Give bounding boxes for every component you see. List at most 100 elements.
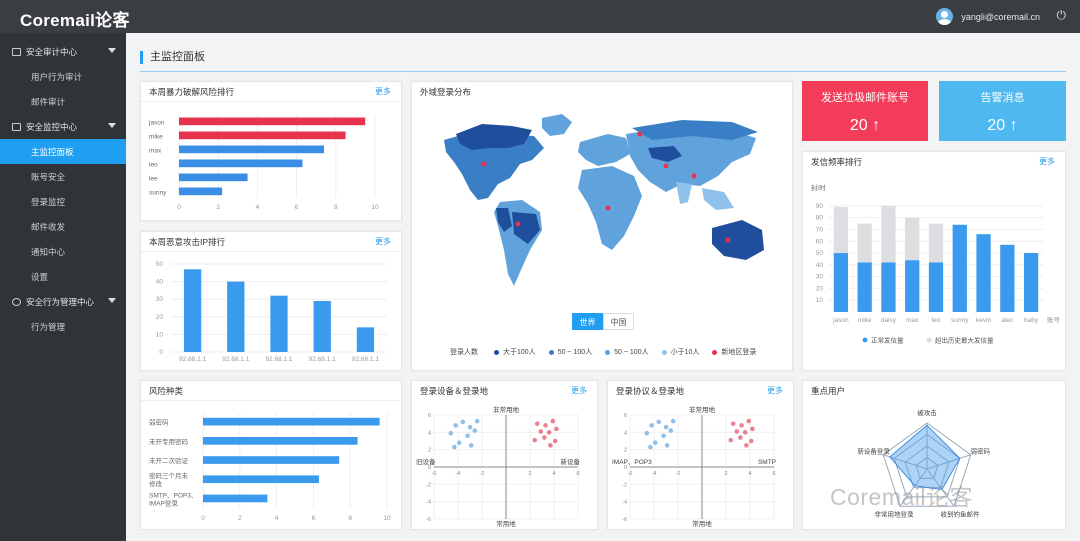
scatter-point: [548, 443, 553, 448]
avatar[interactable]: [936, 8, 954, 25]
tick-label: 10: [156, 331, 164, 338]
tick-label: 20: [156, 314, 164, 321]
sidebar-group-monitor[interactable]: 安全监控中心: [0, 114, 126, 139]
map-region-brazil: [512, 212, 540, 244]
tick-label: 20: [816, 285, 824, 292]
tab-china[interactable]: 中国: [603, 313, 634, 330]
power-icon[interactable]: ⏻: [1056, 8, 1067, 22]
bar: [179, 187, 223, 196]
sidebar-group-behavior-management[interactable]: 安全行为管理中心: [0, 289, 126, 314]
more-link[interactable]: 更多: [767, 386, 783, 395]
sidebar: 安全审计中心 用户行为审计 邮件审计 安全监控中心 主监控面板 账号安全 登录监…: [0, 33, 126, 541]
scatter-point: [661, 433, 666, 439]
radar-ring: [882, 422, 972, 507]
scatter-point: [550, 418, 556, 424]
brute-force-card: 本周暴力破解风险排行 更多 0 2 4 6 8 10 jason mike max leo lee su…: [140, 81, 402, 221]
tick-label: -6: [432, 471, 437, 477]
scatter-point: [734, 429, 740, 434]
tick-label: -2: [426, 482, 431, 488]
new-login-marker: [481, 161, 487, 167]
legend-label: 新地区登录: [721, 349, 757, 356]
user-menu[interactable]: yangli@coremail.cn: [936, 8, 1040, 25]
gear-icon: [12, 297, 21, 306]
tick-label: 6: [312, 515, 316, 522]
world-map[interactable]: [412, 104, 792, 314]
device-location-card: 登录设备＆登录地 更多 -6 -4 -2 0 2 4 6 -6 -4 -2 2 4 6 非常用地 常用地 旧设备…: [411, 380, 598, 530]
category-label: alec: [1001, 317, 1014, 324]
more-link[interactable]: 更多: [375, 237, 391, 246]
sidebar-item-main-dashboard[interactable]: 主监控面板: [0, 139, 126, 164]
chevron-down-icon[interactable]: [108, 123, 116, 128]
category-label: sunny: [951, 317, 969, 324]
scatter-point: [472, 428, 478, 433]
axis-label-left: IMAP、POP3: [612, 459, 652, 466]
tab-world[interactable]: 世界: [572, 313, 603, 330]
tick-label: 4: [624, 430, 627, 436]
tick-label: -2: [676, 471, 681, 477]
card-title: 风险种类: [149, 386, 184, 396]
bar: [833, 253, 849, 312]
sidebar-item-mail-traffic[interactable]: 邮件收发: [31, 221, 66, 232]
legend-dot: [712, 349, 718, 355]
category-label: 92.68.1.1: [179, 356, 206, 363]
tick-label: 30: [156, 296, 164, 303]
sidebar-item-behavior-management[interactable]: 行为管理: [31, 321, 66, 332]
tick-label: 8: [348, 515, 352, 522]
bar: [881, 262, 896, 312]
category-label: lee: [149, 175, 158, 182]
bar: [203, 437, 358, 445]
sidebar-item-notification-center[interactable]: 通知中心: [31, 246, 66, 257]
stat-value: 20 ↑: [849, 117, 881, 134]
category-label: 92.68.1.1: [222, 356, 249, 363]
world-map-card: 外域登录分布 世界 中国: [411, 81, 793, 371]
map-legend: 登录人数 大于100人 50 ~ 100人 50 ~ 100人 小于10人 新地…: [450, 347, 769, 357]
bar: [857, 262, 872, 312]
spam-accounts-card[interactable]: 发送垃圾邮件账号 20 ↑: [802, 81, 928, 141]
category-label: 92.68.1.1: [309, 356, 336, 363]
tick-label: 10: [371, 204, 379, 211]
tick-label: -2: [480, 471, 485, 477]
sidebar-item-settings[interactable]: 设置: [31, 271, 49, 282]
tick-label: 0: [624, 465, 627, 471]
scatter-point: [744, 443, 749, 448]
bar: [203, 475, 319, 484]
tick-label: 50: [816, 250, 824, 257]
user-email[interactable]: yangli@coremail.cn: [961, 11, 1040, 22]
tick-label: 4: [552, 471, 555, 477]
map-region-russia: [632, 120, 758, 140]
axis-label-bottom: 常用地: [692, 519, 712, 528]
sidebar-item-login-monitor[interactable]: 登录监控: [31, 196, 66, 207]
more-link[interactable]: 更多: [571, 386, 587, 395]
sidebar-item-account-security[interactable]: 账号安全: [31, 171, 66, 182]
category-label: 修改: [149, 479, 163, 488]
map-region-australia: [712, 220, 764, 260]
more-link[interactable]: 更多: [375, 87, 391, 96]
radar-spoke: [899, 468, 928, 507]
category-label: max: [906, 317, 919, 324]
sidebar-group-audit[interactable]: 安全审计中心: [0, 39, 126, 64]
category-label: IMAP登录: [149, 498, 178, 507]
category-label: mike: [858, 317, 872, 324]
alert-messages-card[interactable]: 告警消息 20 ↑: [939, 81, 1066, 141]
new-login-marker: [663, 163, 669, 169]
app-logo[interactable]: Coremail论客: [20, 11, 130, 30]
legend-title: 登录人数: [450, 349, 478, 356]
tick-label: 0: [177, 204, 181, 211]
up-arrow-icon: ↑: [1009, 117, 1018, 134]
page-title: 主监控面板: [140, 51, 205, 64]
chevron-down-icon[interactable]: [108, 298, 116, 303]
more-link[interactable]: 更多: [1039, 157, 1055, 166]
tick-label: 4: [256, 204, 260, 211]
scatter-point: [465, 433, 470, 439]
chevron-down-icon[interactable]: [108, 48, 116, 53]
sidebar-item-user-behavior-audit[interactable]: 用户行为审计: [31, 71, 83, 82]
sidebar-item-mail-audit[interactable]: 邮件审计: [31, 96, 66, 107]
tick-label: -4: [456, 471, 461, 477]
risk-types-card: 风险种类 0 2 4 6 8 10 弱密码 未开专用密码 未开二次验证 密码三个月未 修改 SMTP、…: [140, 380, 402, 530]
map-region-canada: [456, 124, 532, 150]
card-title: 登录设备＆登录地: [420, 386, 489, 396]
tick-label: 6: [428, 413, 431, 419]
axis-label-right: 新设备: [561, 457, 581, 466]
